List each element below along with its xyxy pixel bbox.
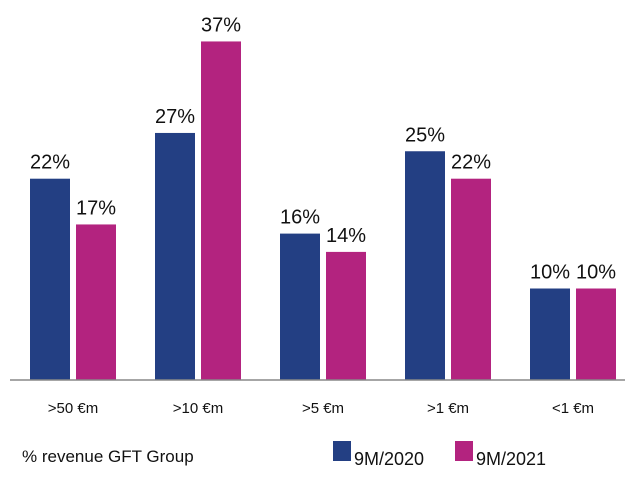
value-label: 25% (405, 124, 445, 146)
bar (280, 233, 320, 380)
value-label: 10% (530, 262, 570, 284)
bar (576, 288, 616, 380)
bar (155, 132, 195, 380)
bar (326, 251, 366, 380)
value-label: 37% (201, 14, 241, 36)
bar (530, 288, 570, 380)
bar (76, 224, 116, 380)
x-tick-label: >1 €m (427, 400, 469, 417)
legend-swatch (455, 441, 473, 461)
value-label: 17% (76, 197, 116, 219)
value-label: 27% (155, 106, 195, 128)
x-tick-label: <1 €m (552, 400, 594, 417)
value-label: 22% (30, 152, 70, 174)
x-tick-label: >50 €m (48, 400, 98, 417)
bar (451, 178, 491, 380)
bar (30, 178, 70, 380)
value-label: 10% (576, 262, 616, 284)
value-label: 22% (451, 152, 491, 174)
x-tick-label: >10 €m (173, 400, 223, 417)
bar (201, 41, 241, 380)
x-tick-label: >5 €m (302, 400, 344, 417)
value-label: 14% (326, 225, 366, 247)
legend-label: 9M/2021 (476, 449, 546, 469)
legend-swatch (333, 441, 351, 461)
footnote: % revenue GFT Group (22, 447, 194, 466)
bar (405, 151, 445, 380)
legend-label: 9M/2020 (354, 449, 424, 469)
value-label: 16% (280, 207, 320, 229)
